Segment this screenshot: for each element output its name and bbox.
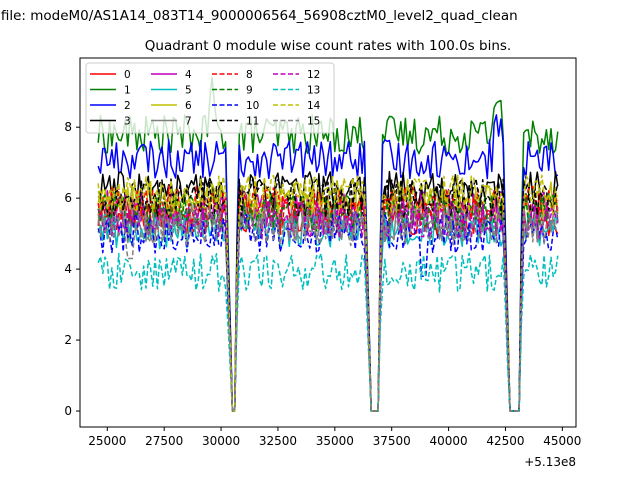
series-line-15	[97, 206, 559, 412]
legend-label: 11	[246, 116, 259, 128]
y-tick-label: 8	[64, 120, 72, 134]
x-tick-label: 35000	[316, 434, 354, 448]
y-tick-label: 0	[64, 404, 72, 418]
legend-label: 12	[307, 69, 320, 81]
legend-label: 13	[307, 85, 320, 97]
plot-area: 25000 27500 30000 32500 35000 37500 40000 42500…	[64, 57, 581, 469]
y-tick-label: 6	[64, 191, 72, 205]
legend-label: 2	[124, 100, 131, 112]
series-line-8	[97, 185, 559, 412]
x-offset-label: +5.13e8	[524, 455, 576, 469]
legend-label: 4	[185, 69, 192, 81]
legend-label: 6	[185, 100, 192, 112]
x-tick-label: 32500	[259, 434, 297, 448]
x-tick-label: 40000	[429, 434, 467, 448]
legend-box	[85, 62, 335, 134]
legend-label: 0	[124, 69, 131, 81]
x-tick-label: 42500	[486, 434, 524, 448]
chart-title: Quadrant 0 module wise count rates with …	[145, 38, 511, 54]
series-line-13	[97, 252, 559, 412]
legend-label: 14	[307, 100, 321, 112]
x-tick-label: 30000	[202, 434, 240, 448]
series-line-2	[97, 114, 559, 412]
legend-label: 10	[246, 100, 259, 112]
legend-label: 9	[246, 85, 253, 97]
x-tick-label: 37500	[373, 434, 411, 448]
x-tick-label: 27500	[145, 434, 183, 448]
y-tick-label: 4	[64, 262, 72, 276]
x-tick-label: 25000	[88, 434, 126, 448]
legend-label: 8	[246, 69, 253, 81]
x-tick-label: 45000	[543, 434, 581, 448]
x-axis: 25000 27500 30000 32500 35000 37500 40000 42500…	[88, 427, 581, 448]
axes-frame	[79, 57, 577, 428]
legend-label: 3	[124, 116, 131, 128]
series-line-5	[97, 209, 559, 412]
legend-label: 5	[185, 85, 192, 97]
figure-suptitle: n file: modeM0/AS1A14_083T14_9000006564_…	[0, 8, 518, 24]
series-line-11	[97, 177, 559, 412]
series-line-14	[97, 174, 558, 412]
legend-label: 7	[185, 116, 192, 128]
series-layer	[97, 76, 559, 412]
legend-label: 1	[124, 85, 131, 97]
y-tick-label: 2	[64, 333, 72, 347]
y-axis: 0 2 4 6 8	[64, 120, 80, 418]
legend-label: 15	[307, 116, 320, 128]
series-line-10	[97, 213, 559, 412]
